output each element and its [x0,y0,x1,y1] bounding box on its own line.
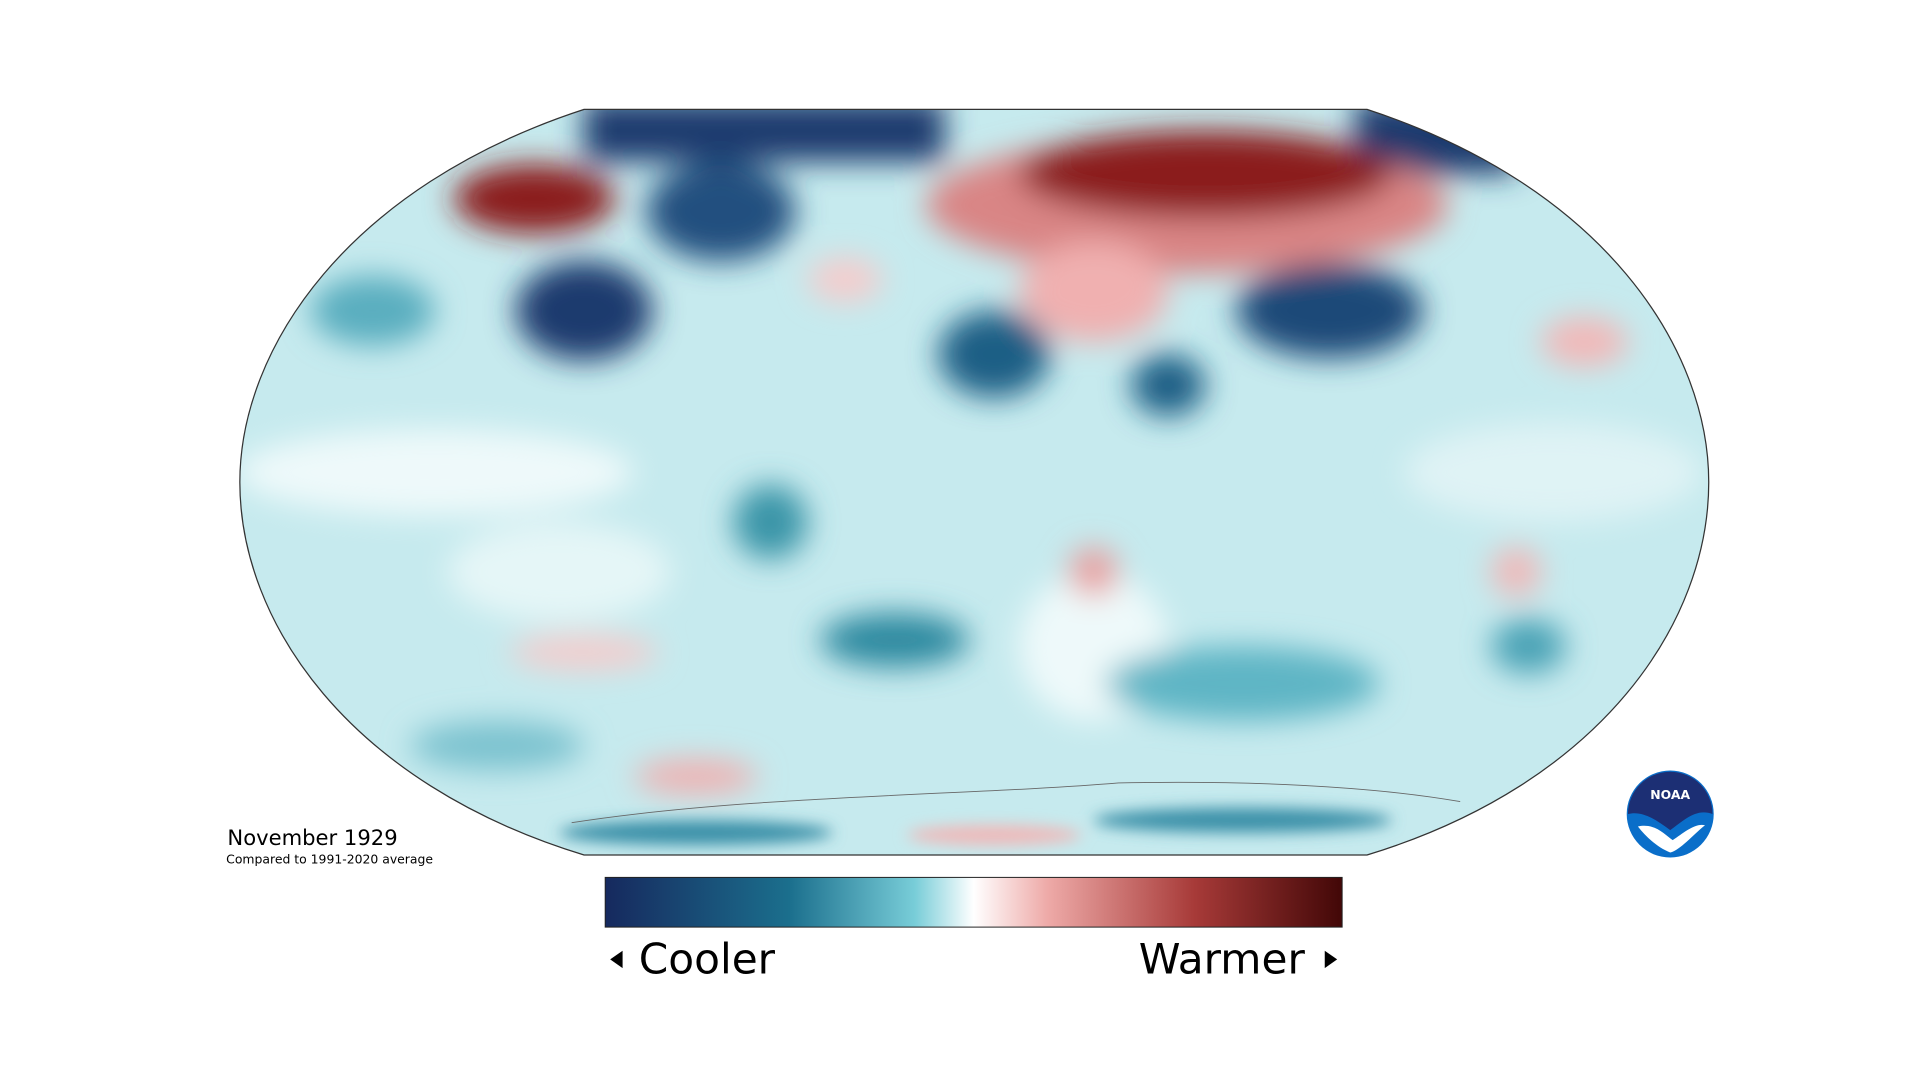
cooler-arrow [610,950,623,969]
warmer-arrow [1324,950,1338,969]
map-subtitle: Compared to 1991-2020 average [226,852,433,867]
warmer-label: Warmer [1139,934,1306,983]
map-outline [239,108,1710,856]
logo-text: NOAA [1650,787,1690,802]
map-title: November 1929 [227,825,397,850]
noaa-logo: NOAA [1626,770,1714,858]
map-field [239,109,1709,856]
cooler-label: Cooler [639,934,776,983]
color-bar [604,876,1343,928]
